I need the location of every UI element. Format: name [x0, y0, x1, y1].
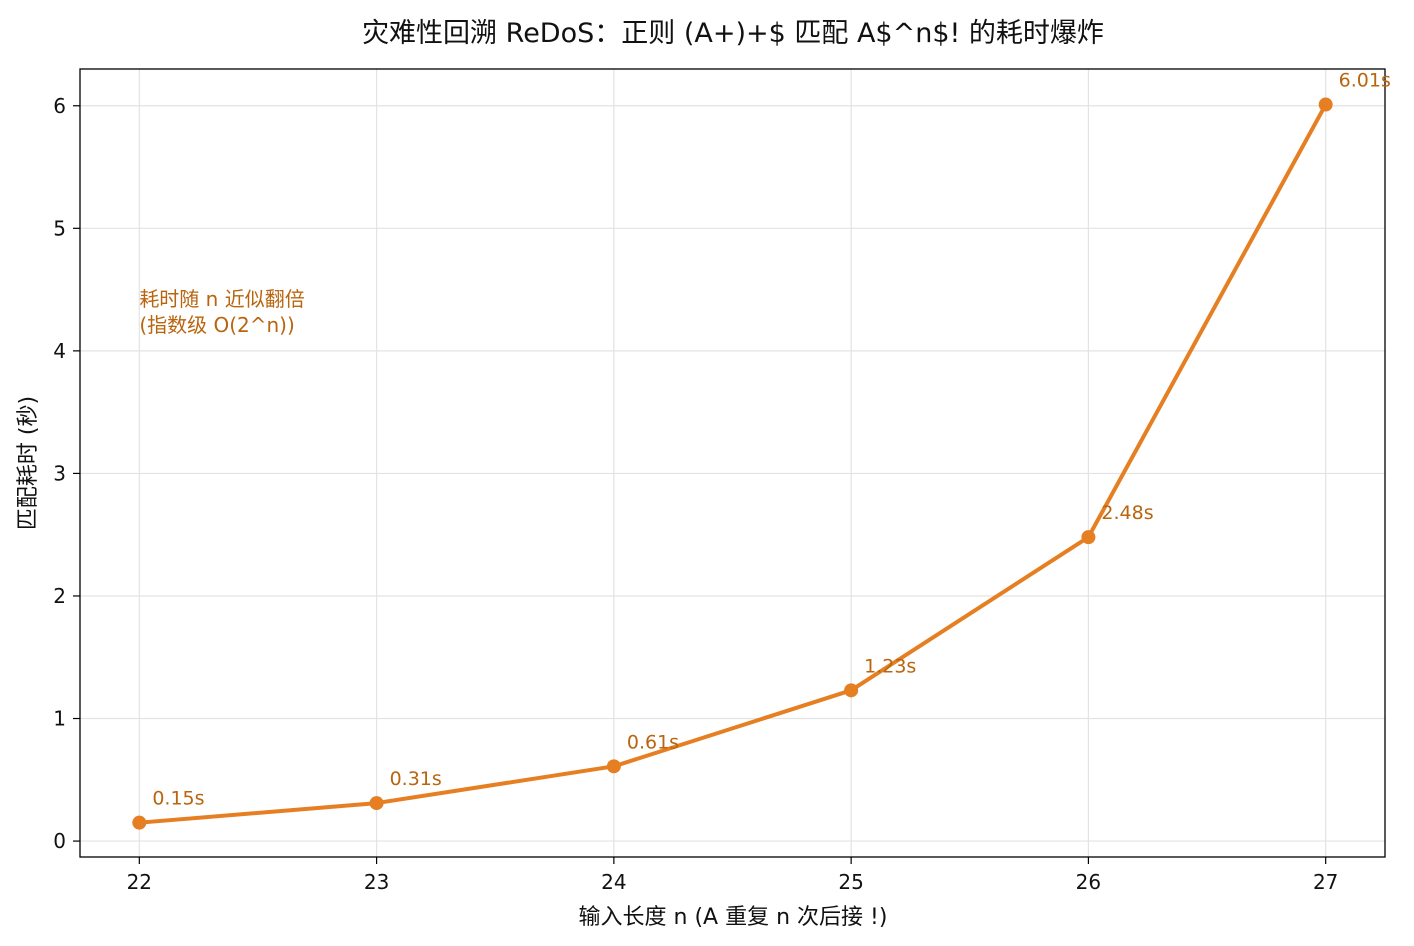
chart-title: 灾难性回溯 ReDoS：正则 (A+)+$ 匹配 A$^n$! 的耗时爆炸: [362, 18, 1104, 49]
data-point-label: 1.23s: [864, 655, 916, 677]
series: [132, 97, 1333, 830]
x-axis-label: 输入长度 n (A 重复 n 次后接 !): [579, 905, 888, 930]
data-point-label: 0.61s: [627, 731, 679, 753]
x-tick-label: 25: [838, 870, 863, 894]
data-point: [606, 759, 621, 774]
series-line: [137, 102, 1328, 825]
x-tick-label: 27: [1313, 870, 1338, 894]
y-axis-label: 匹配耗时 (秒): [16, 396, 41, 530]
x-tick-label: 26: [1076, 870, 1101, 894]
y-tick-label: 4: [53, 339, 66, 363]
data-point: [132, 815, 147, 830]
y-tick-label: 3: [53, 461, 66, 485]
data-point-label: 2.48s: [1101, 502, 1153, 524]
y-tick-label: 2: [53, 584, 66, 608]
x-tick-label: 23: [364, 870, 389, 894]
data-point: [844, 683, 859, 698]
annotation-line-2: (指数级 O(2^n)): [139, 313, 294, 337]
data-point: [1318, 97, 1333, 112]
y-tick-label: 6: [53, 94, 66, 118]
annotation-line-1: 耗时随 n 近似翻倍: [139, 287, 304, 311]
y-tick-label: 5: [53, 216, 66, 240]
grid: [80, 69, 1385, 857]
data-point: [1081, 530, 1096, 545]
plot-frame: [79, 68, 1386, 858]
data-point-label: 6.01s: [1339, 70, 1391, 92]
data-point-label: 0.31s: [390, 768, 442, 790]
x-tick-label: 24: [601, 870, 626, 894]
data-point: [369, 796, 384, 811]
y-tick-label: 0: [53, 829, 66, 853]
y-tick-label: 1: [53, 707, 66, 731]
data-point-label: 0.15s: [152, 788, 204, 810]
x-tick-label: 22: [127, 870, 152, 894]
point-labels: 0.15s 0.31s 0.61s 1.23s 2.48s 6.01s: [152, 70, 1391, 810]
